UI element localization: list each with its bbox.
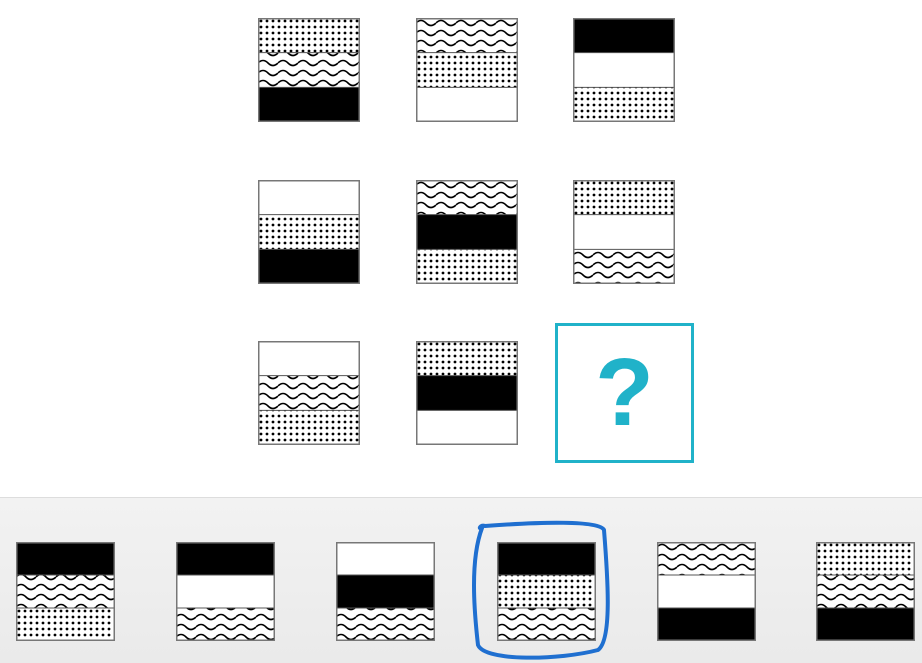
band-white	[573, 214, 675, 250]
band-black	[416, 375, 518, 411]
band-wave	[258, 52, 360, 88]
band-wave	[336, 608, 435, 641]
missing-cell: ?	[555, 323, 694, 463]
band-black	[497, 542, 596, 575]
band-wave	[416, 180, 518, 215]
band-dots	[573, 180, 675, 215]
puzzle-cell-r1-c3	[573, 18, 675, 127]
band-black	[258, 87, 360, 122]
band-wave	[657, 542, 756, 575]
answer-option-1[interactable]	[16, 542, 115, 646]
band-dots	[416, 52, 518, 88]
band-wave	[176, 608, 275, 641]
band-wave	[816, 575, 915, 608]
band-black	[176, 542, 275, 575]
answer-options-panel	[0, 497, 922, 663]
band-white	[416, 410, 518, 445]
band-dots	[497, 575, 596, 608]
answer-option-2[interactable]	[176, 542, 275, 646]
puzzle-cell-r3-c1	[258, 341, 360, 450]
band-white	[176, 575, 275, 608]
band-black	[816, 608, 915, 641]
puzzle-cell-r2-c3	[573, 180, 675, 289]
band-black	[258, 249, 360, 284]
band-dots	[258, 18, 360, 53]
band-wave	[497, 608, 596, 641]
band-wave	[258, 375, 360, 411]
answer-option-5[interactable]	[657, 542, 756, 646]
band-white	[258, 180, 360, 215]
puzzle-cell-r1-c1	[258, 18, 360, 127]
band-white	[573, 52, 675, 88]
band-white	[657, 575, 756, 608]
band-black	[657, 608, 756, 641]
band-dots	[416, 341, 518, 376]
band-black	[16, 542, 115, 575]
band-dots	[258, 410, 360, 445]
answer-option-4[interactable]	[497, 542, 596, 646]
band-white	[258, 341, 360, 376]
band-white	[416, 87, 518, 122]
question-mark: ?	[595, 339, 654, 446]
answer-option-3[interactable]	[336, 542, 435, 646]
band-dots	[258, 214, 360, 250]
puzzle-cell-r3-c2	[416, 341, 518, 450]
band-wave	[573, 249, 675, 284]
band-black	[416, 214, 518, 250]
answer-option-6[interactable]	[816, 542, 915, 646]
band-dots	[816, 542, 915, 575]
band-black	[573, 18, 675, 53]
puzzle-cell-r2-c2	[416, 180, 518, 289]
band-black	[336, 575, 435, 608]
band-wave	[416, 18, 518, 53]
band-dots	[416, 249, 518, 284]
band-dots	[16, 608, 115, 641]
band-wave	[16, 575, 115, 608]
puzzle-cell-r1-c2	[416, 18, 518, 127]
puzzle-cell-r2-c1	[258, 180, 360, 289]
band-white	[336, 542, 435, 575]
band-dots	[573, 87, 675, 122]
